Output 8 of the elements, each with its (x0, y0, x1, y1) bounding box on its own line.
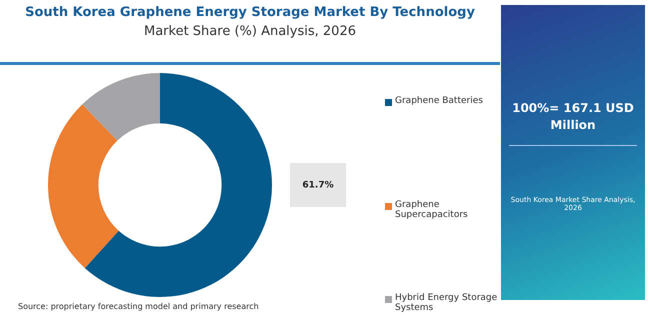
data-label: 61.7% (302, 180, 334, 190)
legend-label: Graphene Supercapacitors (395, 200, 469, 220)
chart-subtitle: Market Share (%) Analysis, 2026 (142, 24, 357, 39)
text: 100%= 167.1 USD Million (511, 100, 635, 134)
legend-label: Graphene Batteries (395, 96, 483, 106)
legend-label: Hybrid Energy Storage Systems (395, 293, 498, 313)
chart-title: South Korea Graphene Energy Storage Market By Technology (24, 5, 476, 20)
source-note: Source: proprietary forecasting model and primary research (18, 302, 259, 311)
